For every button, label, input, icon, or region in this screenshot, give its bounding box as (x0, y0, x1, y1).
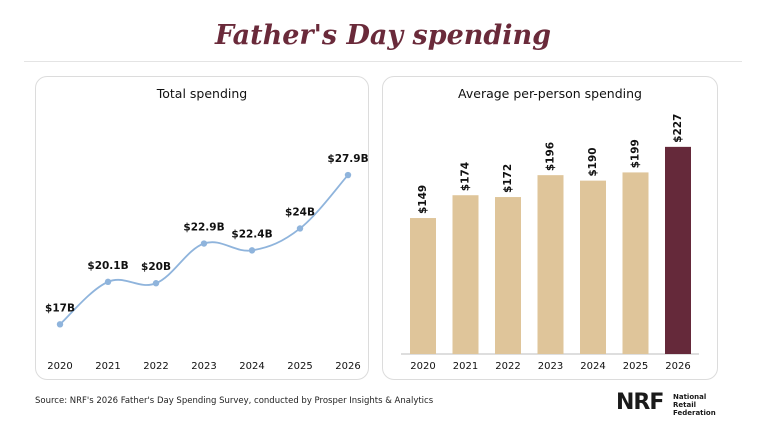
x-tick-label: 2020 (47, 361, 72, 372)
series-line (59, 174, 349, 325)
x-tick-label: 2023 (191, 361, 216, 372)
bar (622, 172, 649, 354)
x-tick-label: 2021 (453, 361, 478, 372)
data-point (200, 240, 208, 247)
title-divider (24, 61, 742, 62)
data-point (152, 280, 160, 287)
data-label: $22.4B (231, 228, 272, 240)
data-point (296, 225, 304, 232)
data-point (104, 278, 112, 286)
x-tick-label: 2024 (239, 361, 264, 372)
bar (410, 218, 436, 354)
bar (665, 146, 691, 354)
data-label: $149 (417, 185, 429, 214)
x-tick-label: 2023 (538, 361, 563, 372)
x-tick-label: 2022 (495, 361, 520, 372)
data-label: $190 (587, 147, 599, 176)
bar (495, 197, 521, 354)
nrf-logo-line: Retail (673, 401, 697, 409)
data-label: $199 (630, 139, 642, 168)
data-label: $196 (545, 142, 557, 171)
data-label: $24B (285, 206, 315, 218)
data-label: $227 (672, 114, 684, 143)
data-point (248, 247, 256, 254)
chart-title: Average per-person spending (458, 86, 642, 101)
bar (580, 180, 606, 354)
x-tick-label: 2026 (665, 361, 690, 372)
page-title: Father's Day spending (214, 20, 552, 51)
data-point (344, 171, 352, 179)
per-person-spending-chart: Average per-person spending $149 2020 $174 2… (401, 86, 699, 372)
bar (452, 195, 479, 354)
x-tick-label: 2022 (143, 361, 168, 372)
data-point (56, 321, 64, 328)
data-label: $172 (502, 164, 514, 193)
x-tick-label: 2026 (335, 361, 360, 372)
bar (537, 175, 564, 354)
x-tick-label: 2025 (623, 361, 648, 372)
data-label: $174 (460, 162, 472, 191)
nrf-logo: NRF National Retail Federation (616, 390, 726, 417)
data-label: $20.1B (87, 260, 128, 272)
x-tick-label: 2025 (287, 361, 312, 372)
nrf-logo-mark: NRF (616, 390, 664, 415)
data-label: $27.9B (327, 153, 368, 165)
x-tick-label: 2024 (580, 361, 605, 372)
nrf-logo-line: National (673, 393, 707, 401)
total-spending-chart: Total spending $17B 2020 $20.1B 2021 $20B 2022… (45, 86, 368, 372)
x-tick-label: 2020 (410, 361, 435, 372)
source-note: Source: NRF's 2026 Father's Day Spending… (35, 396, 434, 406)
chart-title: Total spending (156, 86, 248, 101)
total-spending-panel: Total spending $17B 2020 $20.1B 2021 $20B 2022… (35, 76, 369, 380)
nrf-logo-text: National Retail Federation (673, 393, 716, 417)
data-label: $22.9B (183, 222, 224, 234)
x-tick-label: 2021 (95, 361, 120, 372)
per-person-spending-panel: Average per-person spending $149 2020 $174 2… (382, 76, 718, 380)
nrf-logo-line: Federation (673, 409, 716, 417)
data-label: $20B (141, 261, 171, 273)
data-label: $17B (45, 302, 75, 314)
